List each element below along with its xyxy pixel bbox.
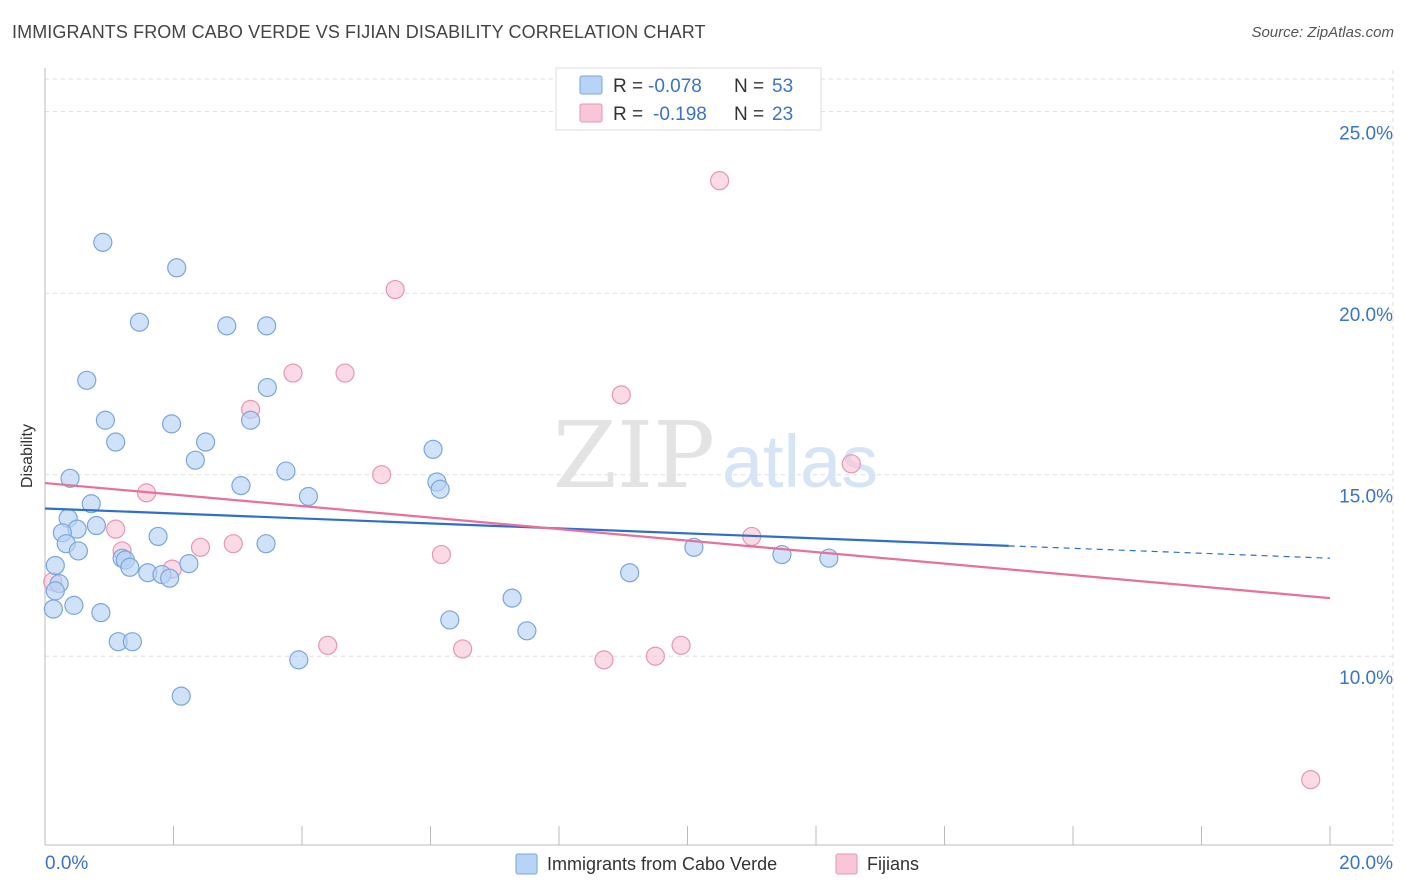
data-point-cabo-verde <box>171 686 191 706</box>
legend-r-label-1: R = <box>613 76 643 97</box>
data-point-cabo-verde <box>196 432 216 452</box>
data-point-fijians <box>318 635 338 655</box>
data-point-cabo-verde <box>231 475 251 496</box>
data-point-cabo-verde <box>45 555 65 576</box>
data-point-cabo-verde <box>502 588 522 608</box>
data-point-cabo-verde <box>257 377 277 398</box>
data-point-cabo-verde <box>122 632 142 652</box>
legend-r-value-1: -0.078 <box>648 76 702 97</box>
data-point-cabo-verde <box>185 450 205 470</box>
data-point-cabo-verde <box>43 599 63 619</box>
data-point-cabo-verde <box>77 370 97 390</box>
legend-n-value-2: 23 <box>772 104 793 125</box>
data-point-cabo-verde <box>68 541 89 561</box>
data-point-cabo-verde <box>517 621 537 641</box>
y-tick-label: 15.0% <box>1339 487 1393 508</box>
data-point-cabo-verde <box>129 312 150 332</box>
source-credit: Source: ZipAtlas.com <box>1251 24 1394 41</box>
trend-line-fijians <box>44 481 1331 600</box>
data-point-cabo-verde <box>93 232 113 252</box>
data-point-fijians <box>106 519 126 539</box>
legend-n-value-1: 53 <box>772 76 793 97</box>
chart-title: IMMIGRANTS FROM CABO VERDE VS FIJIAN DIS… <box>12 22 706 42</box>
data-point-cabo-verde <box>179 554 199 574</box>
data-point-fijians <box>1301 770 1321 790</box>
data-point-fijians <box>611 385 631 405</box>
data-point-fijians <box>594 650 614 670</box>
data-point-cabo-verde <box>167 258 187 278</box>
series-legend-swatch-pink <box>835 853 858 875</box>
data-point-fijians <box>645 646 665 666</box>
data-point-cabo-verde <box>45 581 65 601</box>
data-point-fijians <box>385 279 405 300</box>
data-point-cabo-verde <box>256 534 276 554</box>
data-point-cabo-verde <box>620 563 640 583</box>
data-point-cabo-verde <box>217 316 237 336</box>
x-tick-label: 20.0% <box>1339 853 1393 874</box>
data-point-cabo-verde <box>440 610 460 630</box>
series-legend-swatch-blue <box>515 853 538 875</box>
correlation-legend: R = -0.078 N = 53 R = -0.198 N = 23 <box>555 67 822 131</box>
legend-swatch-blue <box>579 75 603 95</box>
watermark: ZIP atlas <box>553 402 878 509</box>
data-point-cabo-verde <box>95 410 115 430</box>
series-cabo-verde-points <box>43 232 839 706</box>
data-point-fijians <box>431 544 452 565</box>
data-point-cabo-verde <box>684 537 704 557</box>
data-point-cabo-verde <box>81 494 101 514</box>
data-point-cabo-verde <box>430 479 450 499</box>
data-point-fijians <box>335 363 355 383</box>
data-point-fijians <box>372 465 392 485</box>
data-point-fijians <box>283 363 303 383</box>
data-point-cabo-verde <box>423 439 443 459</box>
data-point-cabo-verde <box>289 650 309 670</box>
legend-r-label-2: R = <box>613 104 643 125</box>
data-point-cabo-verde <box>161 414 182 434</box>
legend-r-value-2: -0.198 <box>653 104 707 125</box>
legend-swatch-pink <box>579 103 603 123</box>
data-point-cabo-verde <box>160 568 180 588</box>
data-point-fijians <box>190 537 211 557</box>
data-point-cabo-verde <box>148 526 168 547</box>
y-tick-label: 20.0% <box>1339 305 1393 326</box>
data-point-fijians <box>710 171 730 191</box>
series-legend-label-pink: Fijians <box>867 854 919 874</box>
data-point-fijians <box>671 635 691 655</box>
data-point-cabo-verde <box>91 603 111 623</box>
y-tick-label: 10.0% <box>1339 668 1393 689</box>
trend-line-cabo-verde-extrapolated <box>1008 545 1331 559</box>
data-point-cabo-verde <box>60 468 80 488</box>
data-point-cabo-verde <box>106 432 126 452</box>
data-point-cabo-verde <box>276 461 296 481</box>
data-point-fijians <box>223 534 243 554</box>
trend-lines <box>44 481 1331 600</box>
axes: 0.0% 20.0% <box>44 68 1393 874</box>
series-legend-label-blue: Immigrants from Cabo Verde <box>547 854 777 874</box>
data-point-fijians <box>841 454 861 474</box>
data-point-cabo-verde <box>86 515 107 536</box>
data-point-fijians <box>453 639 473 659</box>
data-point-cabo-verde <box>120 557 140 577</box>
data-point-cabo-verde <box>257 316 277 336</box>
data-point-cabo-verde <box>298 486 319 507</box>
y-tick-label: 25.0% <box>1339 124 1393 145</box>
data-point-cabo-verde <box>241 410 261 430</box>
series-legend: Immigrants from Cabo Verde Fijians <box>515 853 919 875</box>
legend-n-label-1: N = <box>734 76 764 97</box>
data-point-cabo-verde <box>64 595 84 615</box>
watermark-zip: ZIP <box>553 402 715 509</box>
legend-n-label-2: N = <box>734 104 764 125</box>
x-tick-label: 0.0% <box>45 853 88 874</box>
grid-lines: 10.0% 15.0% 20.0% 25.0% <box>45 70 1394 845</box>
